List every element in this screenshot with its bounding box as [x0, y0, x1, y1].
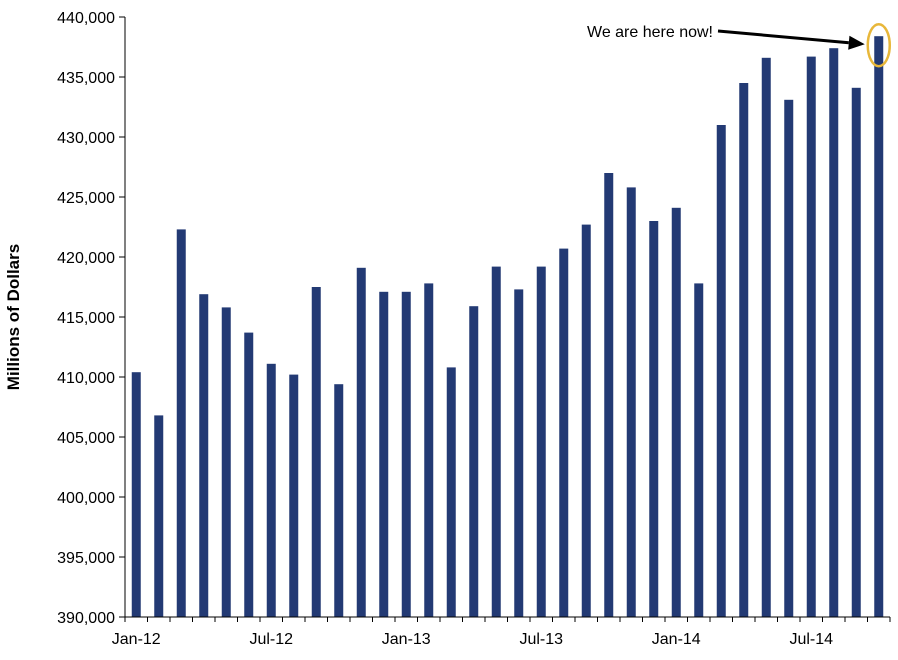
bar-sep-12 [311, 287, 321, 617]
bar-dec-13 [649, 221, 659, 617]
bar-jan-12 [131, 372, 141, 617]
bar-jun-14 [784, 99, 794, 618]
bar-jun-13 [514, 289, 524, 617]
bar-dec-12 [379, 291, 389, 617]
bar-nov-13 [626, 187, 636, 617]
bar-apr-12 [199, 294, 209, 617]
y-axis-title: Millions of Dollars [4, 244, 23, 390]
bar-feb-13 [424, 283, 434, 617]
bar-mar-12 [176, 229, 186, 617]
annotation-group: We are here now! [587, 22, 891, 68]
x-tick-label: Jul-13 [519, 631, 563, 648]
bar-jun-12 [244, 332, 254, 617]
y-tick-label: 390,000 [57, 610, 115, 627]
bar-oct-14 [874, 36, 884, 617]
bar-mar-14 [716, 125, 726, 617]
bar-feb-14 [694, 283, 704, 617]
y-tick-label: 425,000 [57, 190, 115, 207]
y-tick-label: 415,000 [57, 310, 115, 327]
bar-may-13 [491, 266, 501, 617]
y-ticks-group: 390,000 395,000 400,000 405,000 410,000 415,0… [57, 10, 125, 627]
bar-jul-14 [806, 56, 816, 618]
y-tick-label: 395,000 [57, 550, 115, 567]
bar-may-14 [761, 57, 771, 618]
y-tick-label: 420,000 [57, 250, 115, 267]
x-tick-label: Jan-13 [382, 631, 431, 648]
bar-nov-12 [356, 267, 366, 617]
y-tick-label: 430,000 [57, 130, 115, 147]
bar-jul-13 [536, 266, 546, 617]
bar-aug-13 [559, 248, 569, 617]
x-tick-label: Jul-12 [249, 631, 293, 648]
x-tick-label: Jul-14 [789, 631, 833, 648]
y-tick-label: 435,000 [57, 70, 115, 87]
y-tick-label: 400,000 [57, 490, 115, 507]
y-tick-label: 410,000 [57, 370, 115, 387]
bar-oct-12 [334, 384, 344, 617]
bar-aug-14 [829, 48, 839, 617]
y-tick-label: 440,000 [57, 10, 115, 27]
annotation-arrow [717, 29, 849, 45]
bar-aug-12 [289, 374, 299, 617]
x-tick-label: Jan-14 [652, 631, 701, 648]
bar-apr-13 [469, 306, 479, 617]
bars-group [131, 36, 884, 618]
x-ticks-group: Jan-12 Jul-12 Jan-13 Jul-13 Jan-14 Jul-14 [112, 617, 891, 648]
bar-may-12 [221, 307, 231, 617]
x-tick-label: Jan-12 [112, 631, 161, 648]
bar-mar-13 [446, 367, 456, 617]
annotation-text: We are here now! [587, 24, 713, 41]
bar-jan-14 [671, 207, 681, 618]
bar-jan-13 [401, 291, 411, 617]
bar-oct-13 [604, 173, 614, 617]
bar-jul-12 [266, 363, 276, 617]
annotation-arrowhead [848, 35, 865, 50]
bar-sep-14 [851, 87, 861, 618]
bar-feb-12 [154, 415, 164, 617]
highlight-ellipse [866, 22, 891, 68]
y-tick-label: 405,000 [57, 430, 115, 447]
bar-apr-14 [739, 83, 749, 617]
bar-sep-13 [581, 224, 591, 617]
